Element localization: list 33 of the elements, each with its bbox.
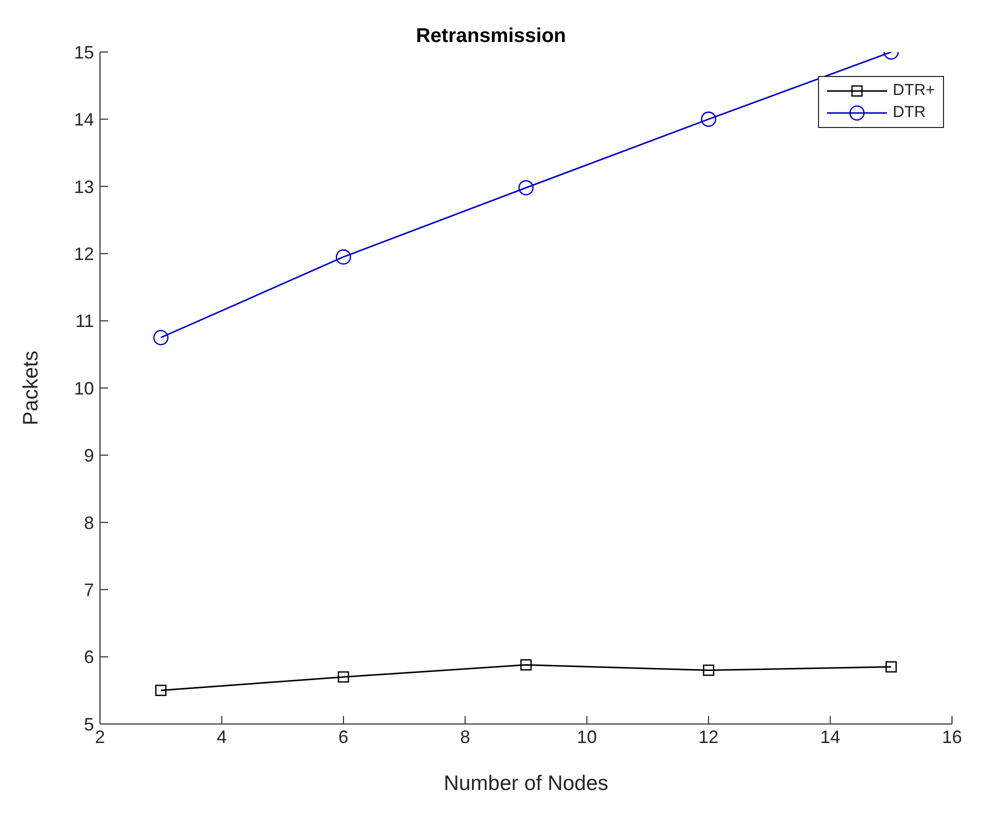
y-tick-label: 8: [84, 512, 94, 533]
x-tick-label: 8: [460, 726, 470, 747]
point: [520, 659, 532, 671]
point: [885, 661, 897, 673]
x-tick-label: 14: [820, 726, 840, 747]
y-tick-label: 15: [74, 42, 94, 62]
legend-label: DTR: [892, 103, 926, 123]
point: [155, 684, 167, 696]
legend-label: DTR+: [892, 81, 935, 101]
y-tick-label: 6: [84, 647, 94, 668]
chart-title: Retransmission: [416, 25, 566, 47]
x-tick-label: 2: [94, 726, 106, 747]
x-tick-label: 6: [338, 726, 348, 747]
y-tick-label: 14: [74, 110, 94, 130]
x-tick-label: 10: [576, 726, 597, 747]
x-tick-label: 16: [942, 726, 962, 747]
point: [702, 664, 714, 676]
y-tick-label: 9: [84, 446, 94, 466]
point: [700, 112, 716, 127]
y-tick-label: 13: [74, 176, 94, 197]
y-tick-label: 7: [84, 580, 94, 600]
x-axis-title: Number of Nodes: [444, 772, 608, 795]
point: [153, 330, 169, 346]
y-tick-label: 5: [84, 714, 94, 734]
y-tick-label: 11: [75, 311, 94, 332]
y-tick-label: 12: [74, 244, 94, 264]
x-tick-label: 4: [216, 726, 227, 747]
point: [336, 249, 352, 265]
point: [518, 180, 534, 196]
point: [338, 671, 350, 683]
y-tick-label: 10: [74, 378, 94, 398]
y-axis-title: Packets: [19, 350, 42, 426]
x-tick-label: 12: [698, 726, 719, 747]
